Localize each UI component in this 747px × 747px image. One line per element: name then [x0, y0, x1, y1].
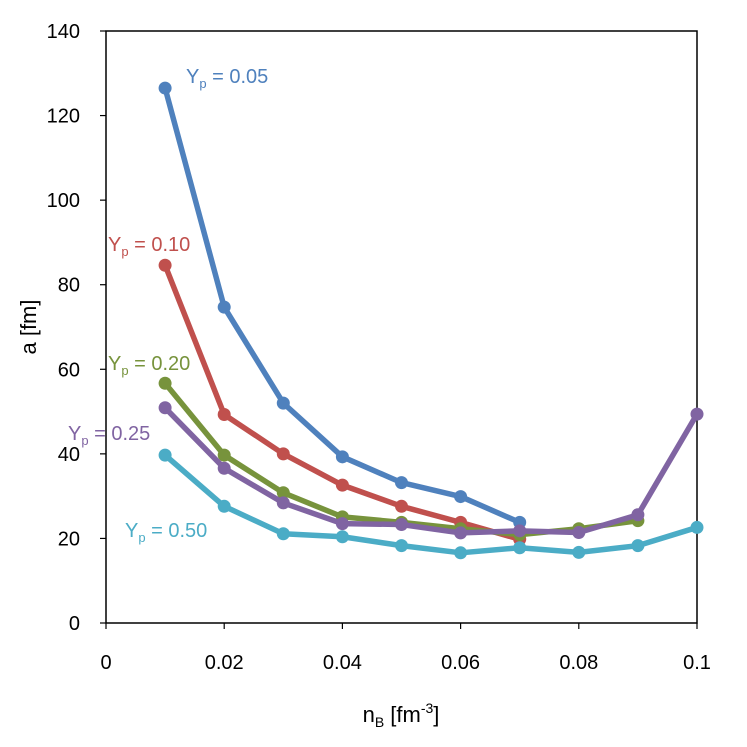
y-tick-label: 40 [58, 444, 80, 466]
data-point [395, 499, 408, 513]
data-point [690, 520, 704, 534]
series-label: Yp = 0.20 [108, 353, 190, 378]
data-point [158, 448, 172, 462]
y-tick-label: 0 [69, 613, 80, 635]
data-point [572, 526, 586, 540]
data-point [276, 496, 290, 510]
series-4 [158, 448, 704, 560]
data-point [513, 541, 527, 555]
data-point [217, 448, 231, 462]
x-tick-label: 0.04 [323, 652, 362, 674]
data-point [217, 461, 231, 475]
plot-frame [105, 30, 698, 624]
y-tick-label: 20 [58, 528, 80, 550]
data-point [276, 396, 290, 410]
data-point [395, 539, 408, 553]
data-point [631, 508, 645, 522]
series-label: Yp = 0.10 [108, 234, 190, 259]
series-label: Yp = 0.05 [186, 66, 268, 91]
series-label: Yp = 0.25 [68, 423, 150, 448]
data-point [335, 478, 349, 492]
x-tick-label: 0.02 [205, 652, 244, 674]
data-point [276, 527, 290, 541]
y-tick-label: 120 [47, 106, 80, 128]
y-tick-label: 140 [47, 21, 80, 43]
data-point [335, 450, 349, 464]
x-axis-label: nB [fm-3] [363, 700, 440, 730]
series-3 [158, 401, 704, 540]
data-point [276, 486, 290, 500]
data-point [158, 81, 172, 95]
series-line [162, 452, 700, 556]
tick-layer: 0 0.02 0.04 0.06 0.08 0.1 0 20 40 60 80 100 120 140 [47, 21, 711, 674]
series-labels: Yp = 0.05 Yp = 0.10 Yp = 0.20 Yp = 0.25 Yp =… [68, 66, 268, 545]
y-tick-label: 100 [47, 190, 80, 212]
y-tick-label: 60 [58, 359, 80, 381]
data-point [158, 376, 172, 390]
x-tick-label: 0.06 [441, 652, 480, 674]
data-point [631, 539, 645, 553]
data-point [217, 499, 231, 513]
y-tick-label: 80 [58, 275, 80, 297]
series-0 [158, 81, 527, 529]
series-layer [158, 81, 704, 560]
x-tick-label: 0.08 [559, 652, 598, 674]
data-point [335, 517, 349, 531]
x-tick-label: 0.1 [683, 652, 711, 674]
series-line [162, 405, 700, 536]
data-point [690, 407, 704, 421]
data-point [454, 490, 468, 504]
series-label: Yp = 0.50 [125, 520, 207, 545]
data-point [158, 258, 172, 272]
data-point [395, 517, 408, 531]
series-2 [158, 376, 645, 542]
y-axis-label: a [fm] [16, 299, 41, 354]
data-point [454, 526, 468, 540]
data-point [513, 524, 527, 538]
x-tick-label: 0 [100, 652, 111, 674]
data-point [395, 476, 408, 490]
data-point [454, 546, 468, 560]
data-point [217, 408, 231, 422]
data-point [217, 300, 231, 314]
data-point [276, 447, 290, 461]
data-point [572, 545, 586, 559]
data-point [335, 530, 349, 544]
data-point [158, 401, 172, 415]
